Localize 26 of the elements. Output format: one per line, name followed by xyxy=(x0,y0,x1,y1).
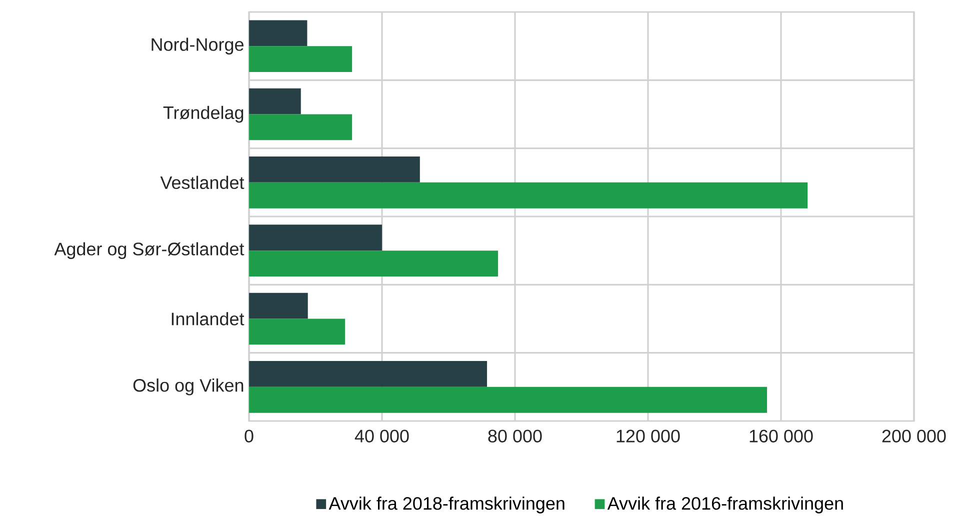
bar xyxy=(249,386,768,413)
x-tick-label: 40 000 xyxy=(354,430,409,442)
bar xyxy=(249,20,308,46)
y-tick-label: Vestlandet xyxy=(160,176,244,190)
x-tick-label: 80 000 xyxy=(488,430,542,442)
legend-label: Avvik fra 2016-framskrivingen xyxy=(607,496,843,514)
bar xyxy=(249,250,498,276)
x-tick-label: 200 000 xyxy=(882,430,946,442)
bar xyxy=(249,88,301,114)
x-tick-label: 120 000 xyxy=(616,430,680,442)
bar xyxy=(249,224,382,251)
bar xyxy=(249,292,308,319)
bar xyxy=(249,46,352,72)
y-tick-label: Innlandet xyxy=(172,312,244,326)
y-tick-label: Agder og Sør-Østlandet xyxy=(54,242,244,259)
bar xyxy=(249,114,352,140)
bar xyxy=(249,156,420,182)
legend-label: Avvik fra 2018-framskrivingen xyxy=(328,496,564,514)
x-tick-label: 0 xyxy=(244,430,254,442)
bar xyxy=(249,182,808,208)
y-tick-label: Trøndelag xyxy=(163,106,244,123)
y-tick-label: Oslo og Viken xyxy=(133,378,244,396)
x-tick-label: 160 000 xyxy=(750,430,813,442)
y-tick-label: Nord-Norge xyxy=(152,38,244,54)
bar xyxy=(249,318,346,345)
bar xyxy=(249,361,488,387)
